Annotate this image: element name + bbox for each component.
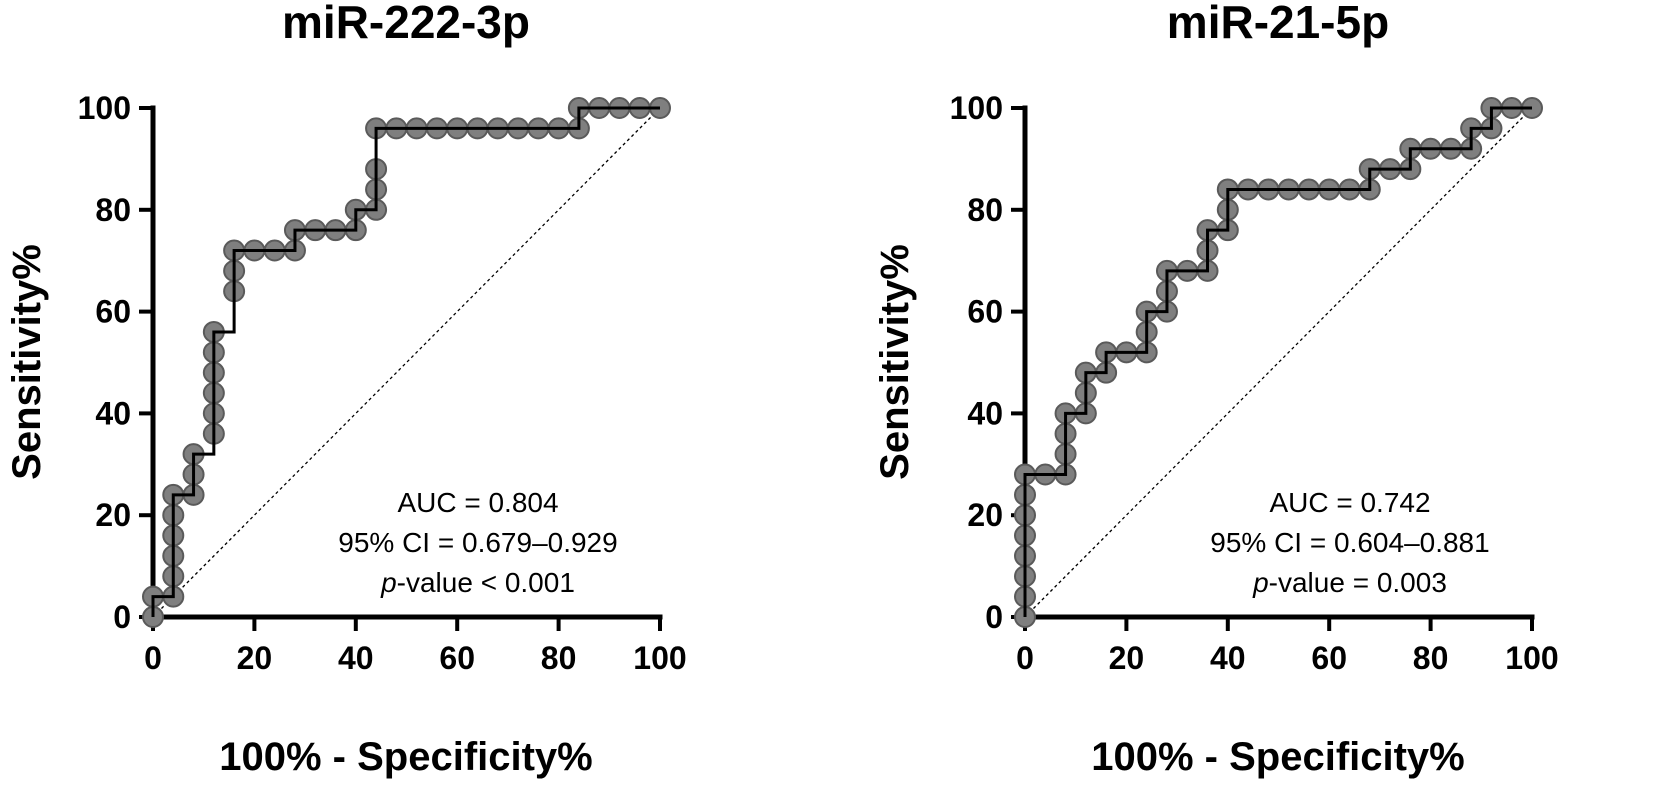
x-tick-label: 100	[1505, 640, 1558, 676]
stats-annotation: AUC = 0.804 95% CI = 0.679–0.929 p-value…	[338, 487, 617, 598]
p-value-text: p-value = 0.003	[1252, 567, 1447, 598]
chart-title: miR-222-3p	[282, 0, 530, 48]
y-tick-label: 0	[113, 599, 131, 635]
x-tick-label: 60	[439, 640, 475, 676]
y-tick-label: 20	[95, 497, 131, 533]
roc-panel-mir-222-3p: miR-222-3p Sensitivity% 100% - Specifici…	[5, 0, 687, 779]
y-tick-label: 60	[95, 294, 131, 330]
y-tick-label: 100	[78, 90, 131, 126]
y-tick-label: 40	[95, 395, 131, 431]
roc-curve	[151, 106, 660, 617]
y-axis-label: Sensitivity%	[873, 244, 917, 480]
ci-text: 95% CI = 0.604–0.881	[1210, 527, 1489, 558]
roc-panel-mir-21-5p: miR-21-5p Sensitivity% 100% - Specificit…	[873, 0, 1559, 779]
p-value-rest: -value = 0.003	[1269, 567, 1447, 598]
x-axis-label: 100% - Specificity%	[1091, 735, 1465, 779]
x-tick-label: 20	[1109, 640, 1145, 676]
p-value-text: p-value < 0.001	[380, 567, 575, 598]
y-tick-label: 100	[950, 90, 1003, 126]
p-value-italic: p	[380, 567, 397, 598]
p-value-italic: p	[1252, 567, 1269, 598]
stats-annotation: AUC = 0.742 95% CI = 0.604–0.881 p-value…	[1210, 487, 1489, 598]
y-tick-label: 60	[967, 294, 1003, 330]
y-tick-label: 0	[985, 599, 1003, 635]
x-tick-label: 40	[338, 640, 374, 676]
auc-text: AUC = 0.804	[397, 487, 558, 518]
x-tick-label: 20	[237, 640, 273, 676]
x-tick-label: 60	[1311, 640, 1347, 676]
x-tick-label: 80	[1413, 640, 1449, 676]
y-tick-label: 20	[967, 497, 1003, 533]
ci-text: 95% CI = 0.679–0.929	[338, 527, 617, 558]
p-value-rest: -value < 0.001	[397, 567, 575, 598]
x-tick-label: 100	[633, 640, 686, 676]
x-tick-label: 80	[541, 640, 577, 676]
roc-curve	[1023, 106, 1532, 617]
x-axis-label: 100% - Specificity%	[219, 735, 593, 779]
x-tick-label: 0	[144, 640, 162, 676]
axes: 0 20 40 60 80 100 0 20 40 60 80 100	[78, 90, 687, 676]
y-tick-label: 40	[967, 395, 1003, 431]
chart-title: miR-21-5p	[1167, 0, 1389, 48]
roc-step-line	[1023, 106, 1532, 617]
y-tick-label: 80	[95, 192, 131, 228]
y-axis-label: Sensitivity%	[5, 244, 49, 480]
x-tick-label: 40	[1210, 640, 1246, 676]
roc-step-line	[151, 106, 660, 617]
axes: 0 20 40 60 80 100 0 20 40 60 80 100	[950, 90, 1559, 676]
auc-text: AUC = 0.742	[1269, 487, 1430, 518]
x-tick-label: 0	[1016, 640, 1034, 676]
y-tick-label: 80	[967, 192, 1003, 228]
